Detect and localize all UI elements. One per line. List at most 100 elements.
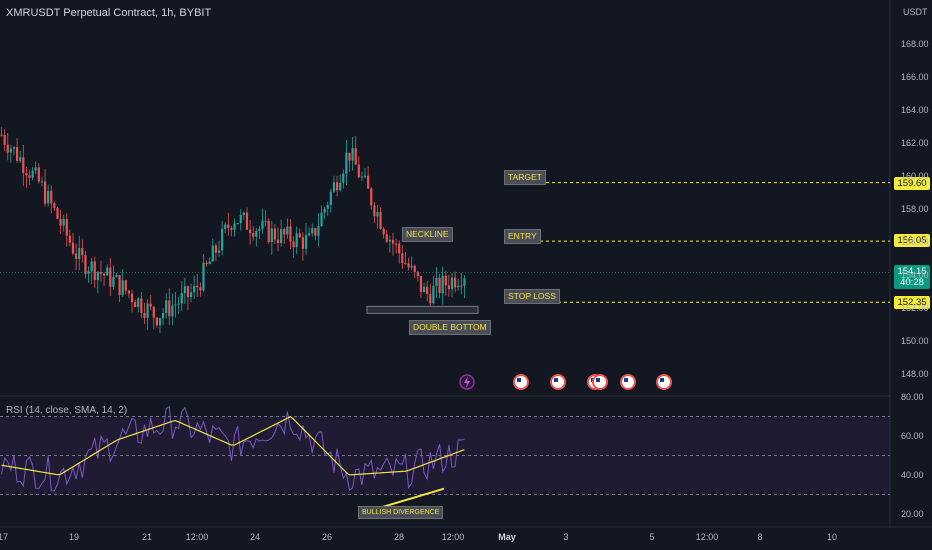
rsi-tick-label: 40.00 bbox=[901, 470, 924, 480]
time-tick-label: 24 bbox=[249, 532, 261, 542]
candle-body bbox=[363, 175, 367, 177]
candle-body bbox=[379, 211, 382, 229]
price-tick-label: 162.00 bbox=[901, 138, 929, 148]
candle-body bbox=[183, 286, 186, 294]
candle-body bbox=[118, 275, 121, 295]
candle-body bbox=[168, 300, 171, 317]
price-tick-label: 148.00 bbox=[901, 369, 929, 379]
time-tick-label: 12:00 bbox=[695, 532, 719, 542]
candle-body bbox=[450, 277, 454, 290]
time-tick-label: 3 bbox=[563, 532, 569, 542]
candle-body bbox=[214, 245, 218, 253]
time-tick-label: May bbox=[498, 532, 516, 542]
candle-body bbox=[112, 277, 115, 287]
candle-body bbox=[146, 303, 149, 318]
candle-body bbox=[140, 298, 143, 313]
price-tick-label: 150.00 bbox=[901, 336, 929, 346]
candle-body bbox=[323, 208, 326, 213]
candle-body bbox=[34, 167, 37, 171]
entry-price-tag: 156.05 bbox=[894, 234, 930, 247]
candle-body bbox=[289, 226, 292, 242]
candle-body bbox=[75, 253, 78, 259]
candle-body bbox=[137, 298, 140, 307]
candle-body bbox=[196, 285, 199, 288]
candle-body bbox=[165, 300, 168, 313]
candle-body bbox=[447, 285, 451, 290]
candle-body bbox=[395, 243, 398, 245]
candle-body bbox=[149, 303, 152, 307]
candle-body bbox=[227, 224, 230, 229]
candle-body bbox=[102, 273, 106, 276]
time-tick-label: 5 bbox=[649, 532, 655, 542]
candle-body bbox=[193, 285, 196, 293]
candle-body bbox=[78, 248, 81, 259]
candle-body bbox=[304, 235, 308, 249]
candle-body bbox=[177, 303, 180, 305]
us-flag-canton-icon bbox=[517, 378, 521, 382]
candle-body bbox=[221, 228, 224, 251]
candle-body bbox=[22, 157, 25, 174]
candle-body bbox=[407, 263, 410, 268]
candle-body bbox=[180, 293, 183, 304]
candle-body bbox=[65, 219, 68, 236]
candle-body bbox=[283, 229, 286, 235]
candle-body bbox=[463, 278, 466, 286]
candle-body bbox=[28, 175, 31, 178]
candle-body bbox=[56, 208, 59, 219]
candle-body bbox=[267, 220, 270, 243]
price-tick-label: 154.00 bbox=[901, 270, 929, 280]
neckline-label: NECKLINE bbox=[402, 227, 453, 242]
candle-body bbox=[429, 294, 432, 304]
rsi-ma-line bbox=[1, 415, 465, 476]
candle-body bbox=[71, 242, 75, 254]
candle-body bbox=[186, 286, 190, 298]
candle-body bbox=[25, 173, 28, 176]
candle-body bbox=[388, 239, 391, 242]
candle-body bbox=[273, 228, 277, 240]
us-flag-canton-icon bbox=[624, 378, 628, 382]
candle-body bbox=[233, 223, 236, 230]
us-flag-canton-icon bbox=[554, 378, 558, 382]
candle-body bbox=[292, 241, 295, 248]
candle-body bbox=[317, 226, 320, 236]
candle-body bbox=[248, 229, 252, 234]
candle-body bbox=[84, 255, 87, 274]
time-tick-label: 8 bbox=[757, 532, 763, 542]
candle-body bbox=[416, 271, 419, 277]
candle-body bbox=[311, 228, 314, 234]
candle-body bbox=[37, 167, 40, 182]
rsi-tick-label: 60.00 bbox=[901, 431, 924, 441]
candle-body bbox=[81, 248, 84, 256]
us-flag-canton-icon bbox=[660, 378, 664, 382]
candle-body bbox=[376, 211, 379, 217]
candle-body bbox=[230, 228, 233, 230]
candle-body bbox=[242, 212, 245, 215]
rsi-title: RSI (14, close, SMA, 14, 2) bbox=[6, 405, 128, 416]
target-price-tag: 159.60 bbox=[894, 177, 930, 190]
candle-body bbox=[422, 286, 426, 293]
current-price-value: 154.15 bbox=[897, 266, 927, 277]
candle-body bbox=[298, 233, 301, 238]
candle-body bbox=[286, 226, 289, 235]
time-tick-label: 12:00 bbox=[441, 532, 465, 542]
rsi-tick-label: 20.00 bbox=[901, 509, 924, 519]
stop-loss-price-tag: 152.35 bbox=[894, 296, 930, 309]
candle-body bbox=[426, 286, 429, 295]
candle-body bbox=[382, 228, 385, 235]
currency-label: USDT bbox=[903, 7, 928, 17]
candle-body bbox=[320, 212, 323, 227]
countdown-value: 40:28 bbox=[900, 277, 924, 288]
candle-body bbox=[438, 277, 441, 294]
lightning-glyph-icon bbox=[464, 376, 470, 388]
price-tick-label: 156.00 bbox=[901, 237, 929, 247]
candle-body bbox=[404, 263, 407, 265]
candle-body bbox=[143, 312, 146, 318]
candle-body bbox=[245, 212, 249, 230]
candle-body bbox=[109, 267, 112, 287]
candle-body bbox=[276, 239, 280, 244]
candle-body bbox=[239, 214, 242, 224]
candle-body bbox=[68, 235, 71, 243]
candle-body bbox=[367, 175, 370, 189]
candle-body bbox=[124, 280, 127, 291]
